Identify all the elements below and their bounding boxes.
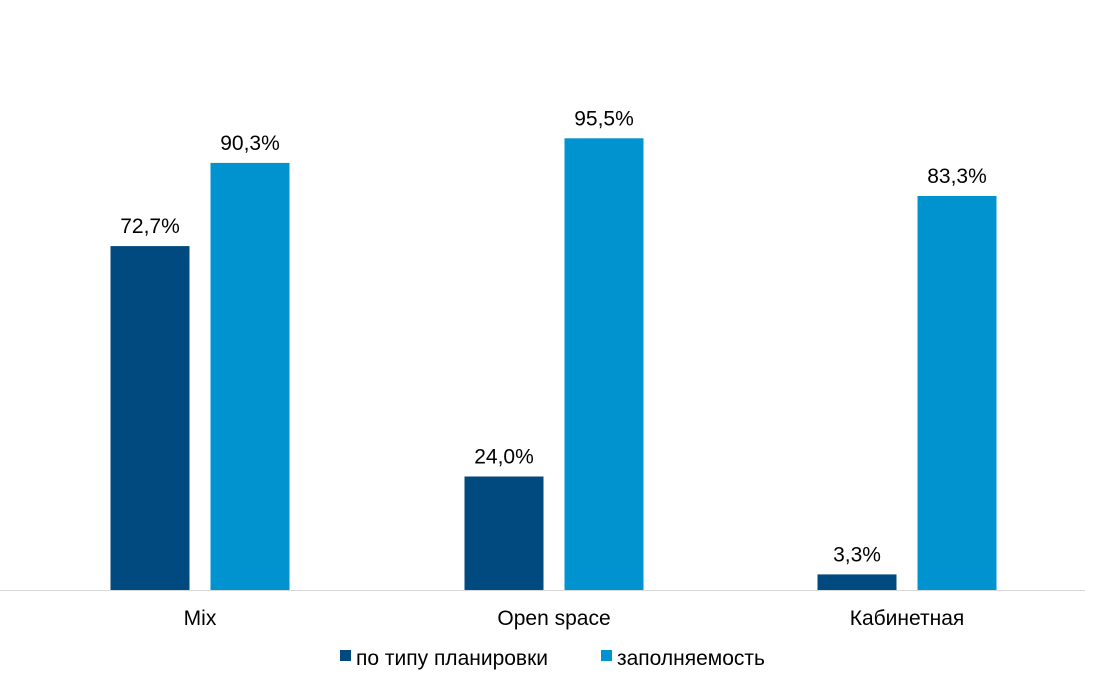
bars-layer [110,138,997,591]
x-tick-label-1: Open space [497,607,610,630]
data-label-series1-2: 3,3% [833,543,881,566]
data-labels-layer: 72,7% 24,0% 3,3% 90,3% 95,5% 83,3% [120,107,987,566]
data-label-series2-1: 95,5% [574,107,634,130]
legend-label-series1: по типу планировки [356,647,548,670]
legend-swatch-series1 [340,650,351,661]
x-tick-label-0: Mix [184,607,217,630]
data-label-series2-2: 83,3% [927,165,987,188]
bar-series2-2 [917,196,997,590]
data-label-series1-1: 24,0% [474,446,534,469]
bar-series2-0 [210,162,290,590]
bar-series1-1 [464,476,544,590]
legend-swatch-series2 [601,650,612,661]
bar-series1-0 [110,246,190,590]
bar-series2-1 [564,138,644,591]
x-tick-labels: Mix Open space Кабинетная [184,607,965,630]
bar-series1-2 [817,574,897,590]
legend-label-series2: заполняемость [617,647,765,670]
data-label-series2-0: 90,3% [220,132,280,155]
data-label-series1-0: 72,7% [120,215,180,238]
legend: по типу планировки заполняемость [340,647,765,670]
x-tick-label-2: Кабинетная [850,607,965,630]
